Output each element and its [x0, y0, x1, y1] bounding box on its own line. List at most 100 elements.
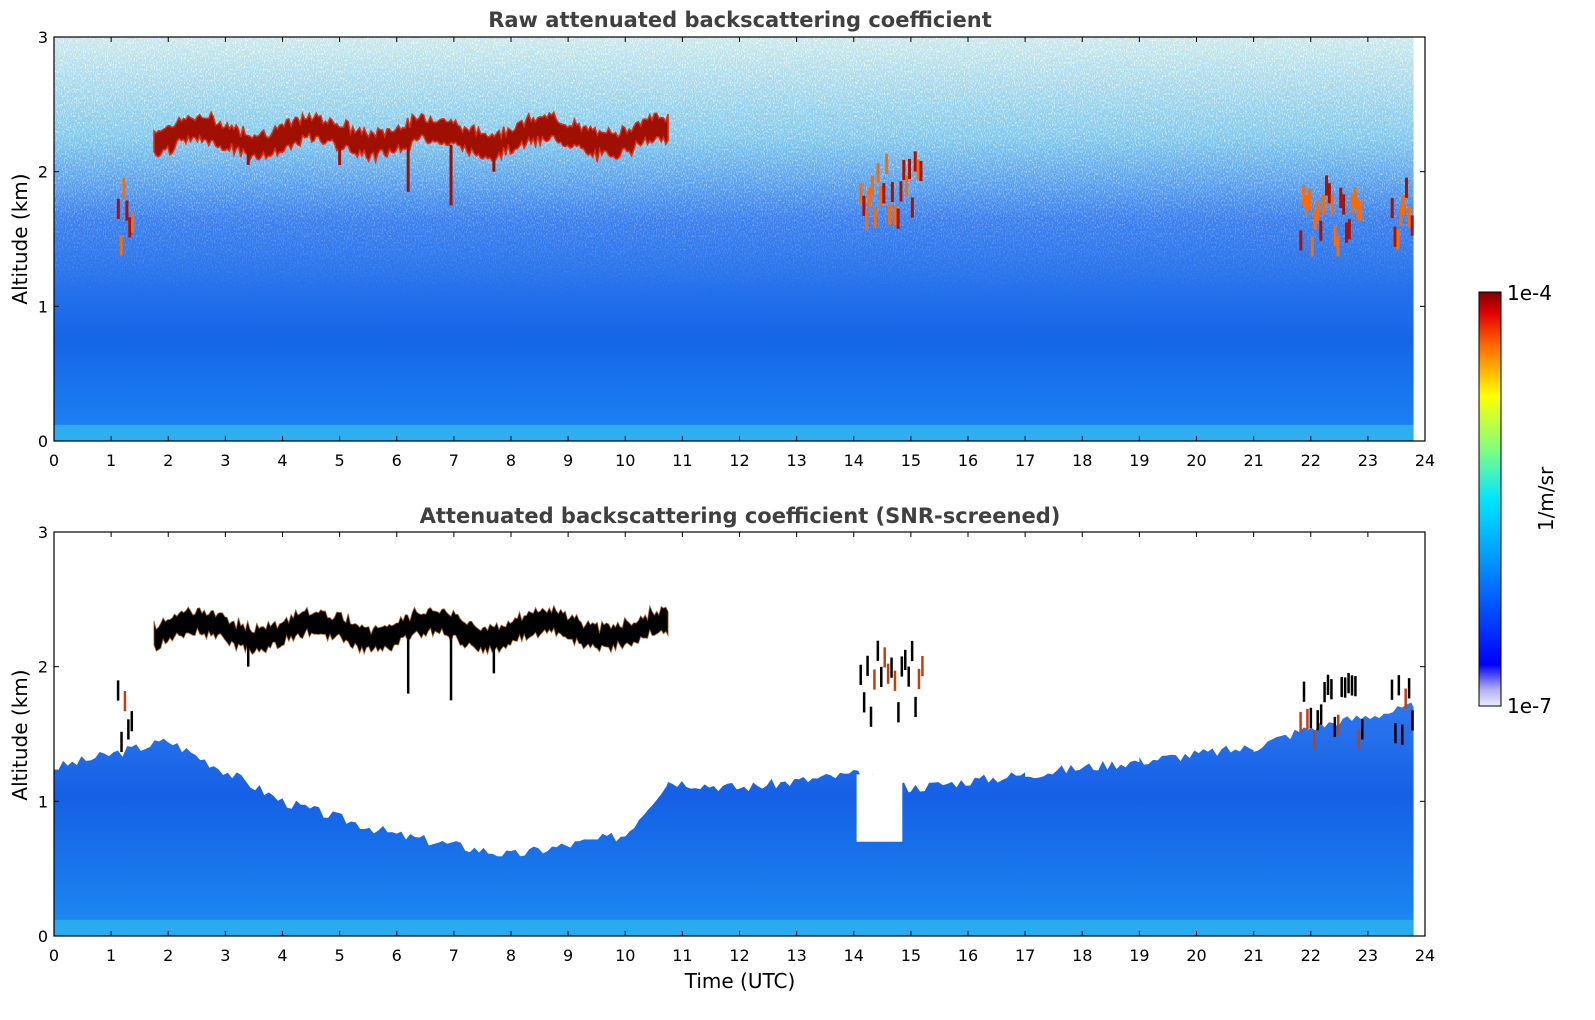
cloud-patch-cell: [896, 208, 900, 229]
no-data-region: [1413, 37, 1425, 441]
x-tick-label: 20: [1186, 451, 1206, 470]
x-tick-label: 3: [220, 946, 230, 965]
cloud-patch-cell: [119, 235, 123, 256]
x-tick-label: 13: [786, 451, 806, 470]
x-tick-label: 22: [1301, 451, 1321, 470]
x-tick-label: 5: [335, 946, 345, 965]
x-tick-label: 14: [844, 451, 864, 470]
cloud-patch-cell: [882, 183, 886, 204]
cloud-layer: [153, 110, 669, 165]
cloud-patch-cell: [880, 666, 883, 688]
cloud-patch-cell: [125, 200, 129, 221]
cloud-patch-cell: [131, 212, 135, 233]
cloud-patch-cell: [1340, 676, 1343, 698]
cloud-patch-cell: [910, 640, 914, 662]
x-tick-label: 16: [958, 451, 978, 470]
x-tick-label: 17: [1015, 451, 1035, 470]
cloud-patch-cell: [1394, 723, 1397, 744]
x-tick-label: 18: [1072, 451, 1092, 470]
y-tick-label: 1: [38, 792, 48, 811]
cloud-patch-cell: [907, 666, 910, 687]
cloud-patch-cell: [1343, 677, 1347, 698]
x-tick-label: 21: [1243, 451, 1263, 470]
x-tick-label: 20: [1186, 946, 1206, 965]
cloud-patch-cell: [1313, 209, 1317, 230]
cloud-patch-cell: [1405, 177, 1409, 198]
cloud-patch-cell: [1350, 675, 1354, 696]
cloud-patch-cell: [859, 664, 862, 685]
x-tick-label: 14: [844, 946, 864, 965]
x-tick-label: 9: [563, 451, 573, 470]
cloud-patch-cell: [876, 163, 880, 184]
cloud-patch-cell: [116, 680, 120, 701]
cloud-patch-cell: [910, 197, 914, 218]
colorbar-max-label: 1e-4: [1507, 281, 1552, 305]
cloud-patch-cell: [1330, 194, 1334, 215]
cloud-patch-cell: [1302, 185, 1306, 206]
cloud-patch-cell: [1322, 194, 1326, 215]
x-tick-label: 9: [563, 946, 573, 965]
cloud-patch-cell: [123, 691, 127, 712]
cloud-patch-cell: [859, 183, 863, 204]
cloud-patch-cell: [899, 181, 903, 202]
x-tick-label: 8: [506, 946, 516, 965]
x-tick-label: 0: [49, 451, 59, 470]
cloud-patch-cell: [908, 158, 912, 180]
x-tick-label: 24: [1415, 451, 1435, 470]
y-tick-label: 3: [38, 28, 48, 47]
cloud-patch-cell: [916, 159, 920, 180]
surface-band: [54, 919, 1414, 936]
x-tick-label: 12: [729, 451, 749, 470]
panel-screened-ylabel: Altitude (km): [8, 669, 32, 800]
cloud-patch-cell: [1361, 719, 1364, 740]
cloud-patch-cell: [1399, 205, 1403, 226]
cloud-patch-cell: [1390, 198, 1394, 219]
cloud-patch-cell: [873, 207, 877, 228]
cloud-patch-cell: [886, 663, 890, 684]
cloud-patch-cell: [893, 205, 897, 226]
y-tick-label: 3: [38, 523, 48, 542]
cloud-patch-cell: [1299, 230, 1303, 251]
x-tick-label: 0: [49, 946, 59, 965]
cloud-patch-cell: [1411, 710, 1414, 731]
cloud-patch-cell: [1354, 676, 1357, 697]
cloud-patch-cell: [897, 702, 900, 723]
cloud-patch-cell: [921, 655, 924, 677]
cloud-patch-cell: [1319, 704, 1323, 725]
x-tick-label: 3: [220, 451, 230, 470]
cloud-patch-cell: [869, 706, 873, 727]
cloud-patch-cell: [873, 669, 876, 690]
x-tick-label: 7: [449, 451, 459, 470]
x-tick-label: 23: [1358, 946, 1378, 965]
cloud-patch-cell: [1404, 688, 1407, 709]
x-tick-label: 15: [901, 451, 921, 470]
cloud-patch-cell: [116, 198, 120, 219]
cloud-patch-cell: [1397, 675, 1401, 696]
cloud-patch-cell: [862, 692, 866, 713]
y-tick-label: 1: [38, 297, 48, 316]
cloud-patch-cell: [876, 640, 880, 661]
cloud-patch-cell: [1347, 219, 1351, 240]
y-tick-label: 0: [38, 927, 48, 946]
cloud-patch-cell: [905, 175, 909, 197]
x-tick-label: 1: [106, 451, 116, 470]
cloud-patch-cell: [120, 731, 123, 753]
panel-raw: Raw attenuated backscattering coefficien…: [8, 8, 1435, 470]
cloud-patch-cell: [913, 151, 917, 172]
cloud-patch-cell: [914, 696, 917, 718]
x-tick-label: 21: [1243, 946, 1263, 965]
colorbar: 1e-4 1e-7 1/m/sr: [1478, 281, 1558, 718]
cloud-patch-cell: [1353, 186, 1357, 208]
cloud-patch-cell: [1345, 222, 1349, 243]
cloud-patch-cell: [1410, 215, 1414, 236]
cloud-patch-cell: [879, 185, 883, 207]
panel-screened-title: Attenuated backscattering coefficient (S…: [420, 504, 1061, 528]
cloud-patch-cell: [1339, 187, 1343, 208]
cloud-patch-cell: [130, 711, 134, 732]
x-tick-label: 4: [277, 451, 287, 470]
x-tick-label: 5: [335, 451, 345, 470]
cloud-patch-cell: [888, 204, 892, 225]
cloud-patch-cell: [1310, 236, 1314, 257]
cloud-patch-cell: [1407, 678, 1411, 699]
